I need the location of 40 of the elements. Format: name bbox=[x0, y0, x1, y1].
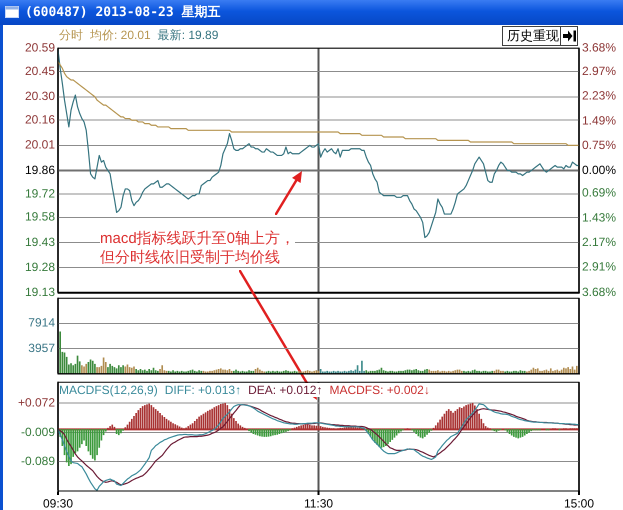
y-tick-label: +0.072 bbox=[18, 396, 56, 410]
series-label: DIFF: +0.013↑ bbox=[164, 383, 242, 397]
y2-tick-label: 0.75% bbox=[582, 138, 616, 152]
x-tick-label: 15:00 bbox=[564, 496, 594, 510]
y-tick-label: 19.58 bbox=[24, 210, 56, 224]
y2-tick-label: 2.23% bbox=[582, 88, 616, 103]
y-tick-label: 7914 bbox=[28, 316, 56, 330]
y-tick-label: 20.01 bbox=[24, 138, 56, 152]
y-tick-label: 20.30 bbox=[24, 89, 56, 104]
y2-tick-label: 2.91% bbox=[582, 260, 616, 274]
y-tick-label: 20.45 bbox=[24, 64, 56, 78]
text: 均价: 20.01 bbox=[90, 28, 151, 42]
y-tick-label: -0.089 bbox=[20, 454, 56, 468]
series-label: DEA: +0.012↑ bbox=[248, 383, 322, 397]
legend-title: 分时 bbox=[59, 28, 83, 42]
y-tick-label: -0.009 bbox=[20, 424, 56, 439]
y-tick-label: 19.28 bbox=[24, 260, 56, 274]
chart-title: (600487) 2013-08-23 星期五 bbox=[25, 4, 221, 21]
legend-title: MACDFS(12,26,9) bbox=[59, 383, 158, 397]
text: 最新: 19.89 bbox=[158, 28, 218, 42]
y2-tick-label: 1.43% bbox=[582, 210, 616, 224]
y-tick-label: 19.72 bbox=[24, 186, 56, 200]
annotation: macd指标线跃升至0轴上方，但分时线依旧受制于均价线 bbox=[100, 230, 296, 266]
y2-tick-label: 1.49% bbox=[582, 113, 616, 128]
series-label: MACDFS: +0.002↓ bbox=[329, 383, 430, 397]
y2-tick-label: 3.68% bbox=[582, 40, 616, 55]
y-tick-label: 20.59 bbox=[24, 40, 56, 55]
button: 历史重现 bbox=[502, 26, 578, 46]
y2-tick-label: 0.69% bbox=[582, 186, 616, 200]
y-tick-label: 3957 bbox=[28, 340, 56, 355]
y2-tick-label: 2.17% bbox=[582, 234, 616, 249]
y2-tick-label: 2.97% bbox=[582, 64, 616, 78]
y-tick-label: 19.86 bbox=[24, 162, 56, 177]
x-tick-label: 09:30 bbox=[42, 496, 74, 510]
y-tick-label: 20.16 bbox=[24, 112, 56, 127]
y2-tick-label: 3.68% bbox=[582, 285, 616, 300]
y-tick-label: 19.13 bbox=[24, 285, 56, 300]
x-tick-label: 11:30 bbox=[304, 496, 334, 510]
y-tick-label: 19.43 bbox=[24, 234, 56, 249]
y2-tick-label: 0.00% bbox=[582, 162, 616, 177]
